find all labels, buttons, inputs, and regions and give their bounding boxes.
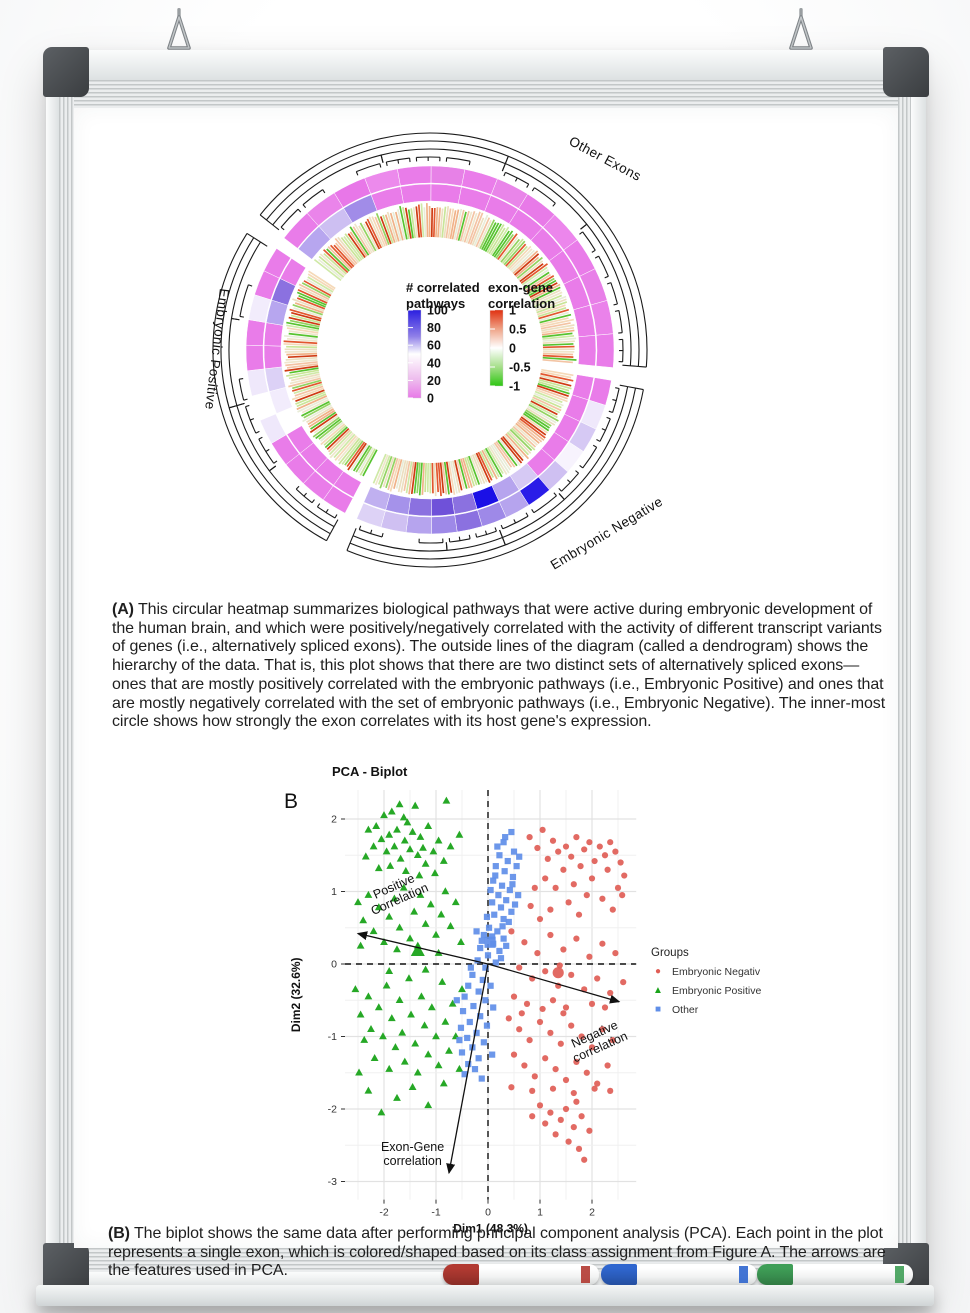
legend-item-label: Embryonic Negativ: [672, 966, 761, 978]
green-marker-cap: [757, 1264, 793, 1285]
svg-text:100: 100: [427, 304, 448, 318]
square-glyph-icon: ■: [654, 1004, 662, 1015]
svg-text:-1: -1: [509, 380, 520, 394]
circle-glyph-icon: ●: [654, 966, 662, 977]
pca-biplot: -2 -1 0 1 2 2 1 0 -1 -2 -3 Dim1 (48.3%) Dim2 (32.6%)…: [289, 764, 637, 1236]
hanger-wire-highlight: [790, 16, 812, 49]
svg-text:pathways: pathways: [406, 296, 465, 311]
hanger-wire: [789, 15, 813, 50]
hanger-wire: [167, 15, 191, 50]
frame-top: [46, 50, 926, 80]
svg-text:# correlated: # correlated: [406, 280, 480, 295]
caption-b: (B) The biplot shows the same data after…: [108, 1225, 892, 1281]
svg-text:0.5: 0.5: [509, 323, 526, 337]
frame-right: [911, 50, 926, 1290]
svg-text:-1: -1: [328, 1031, 337, 1043]
legend-title: Groups: [651, 947, 689, 959]
arrow-label: Exon-Gene correlation: [381, 1140, 444, 1168]
caption-b-label: (B): [108, 1225, 130, 1242]
series-embryonic-negativ: [505, 826, 628, 1163]
blue-marker: [601, 1264, 757, 1285]
svg-text:1: 1: [509, 304, 516, 318]
legend-item-embryonic-negativ: ● Embryonic Negativ: [651, 966, 801, 978]
legend-item-embryonic-positive: ▲ Embryonic Positive: [651, 985, 801, 997]
caption-a-text: This circular heatmap summarizes biologi…: [112, 601, 886, 731]
arrow-label: Negativecorrelation: [565, 1016, 630, 1065]
svg-text:1: 1: [537, 1207, 543, 1219]
frame-right-ridges: [898, 50, 913, 1290]
caption-a: (A) This circular heatmap summarizes bio…: [112, 601, 890, 732]
heatmap-rings: [245, 165, 615, 535]
svg-text:correlation: correlation: [488, 296, 555, 311]
svg-text:exon-gene: exon-gene: [488, 280, 553, 295]
svg-text:0: 0: [427, 392, 434, 406]
frame-left-ridges: [59, 50, 74, 1290]
sector-label: Embryonic Negative: [548, 494, 665, 573]
red-marker: [443, 1264, 599, 1285]
svg-text:-2: -2: [328, 1104, 337, 1116]
svg-text:60: 60: [427, 339, 441, 353]
svg-text:0: 0: [509, 342, 516, 356]
corner-cap-top-left: [43, 47, 89, 97]
green-marker: [757, 1264, 913, 1285]
green-marker-band: [895, 1266, 904, 1283]
blue-marker-band: [739, 1266, 748, 1283]
exon-gene-stripe-ring: [283, 203, 577, 497]
x-axis-label: Dim1 (48.3%): [453, 1222, 528, 1236]
legend-item-other: ■ Other: [651, 1004, 801, 1016]
series-other: [453, 828, 523, 1082]
sector-label: Other Exons: [567, 133, 644, 184]
whiteboard: Other Exons Embryonic Negative Embryonic P…: [43, 47, 929, 1293]
sector-label: Embryonic Positive: [202, 288, 232, 411]
corner-cap-bottom-left: [43, 1243, 89, 1293]
marker-row: [0, 1264, 970, 1288]
svg-text:1: 1: [331, 886, 337, 898]
svg-text:2: 2: [589, 1207, 595, 1219]
svg-text:-3: -3: [328, 1176, 337, 1188]
svg-text:-1: -1: [431, 1207, 440, 1219]
svg-text:0: 0: [485, 1207, 491, 1219]
svg-text:-2: -2: [379, 1207, 388, 1219]
red-marker-band: [581, 1266, 590, 1283]
legend-item-label: Other: [672, 1004, 699, 1016]
caption-a-label: (A): [112, 601, 134, 618]
blue-marker-cap: [601, 1264, 637, 1285]
y-axis-label: Dim2 (32.6%): [289, 957, 303, 1032]
legend-item-label: Embryonic Positive: [672, 985, 762, 997]
svg-text:2: 2: [331, 814, 337, 826]
svg-text:20: 20: [427, 374, 441, 388]
corner-cap-top-right: [883, 47, 929, 97]
frame-left: [46, 50, 59, 1290]
caption-b-text: The biplot shows the same data after per…: [108, 1225, 886, 1280]
circular-heatmap: Other Exons Embryonic Negative Embryonic P…: [202, 132, 665, 573]
svg-text:80: 80: [427, 321, 441, 335]
frame-top-ridges: [46, 80, 926, 108]
biplot-legend: Groups ● Embryonic Negativ ▲ Embryonic Posi…: [651, 947, 801, 1023]
svg-text:40: 40: [427, 356, 441, 370]
marker-tray: [36, 1285, 934, 1306]
svg-text:-0.5: -0.5: [509, 361, 531, 375]
hanger-hook-right: [789, 8, 813, 50]
whiteboard-surface: Other Exons Embryonic Negative Embryonic P…: [74, 108, 898, 1279]
series-embryonic-positive: [351, 796, 466, 1116]
plot-title: PCA - Biplot: [332, 764, 408, 779]
svg-text:0: 0: [331, 959, 337, 971]
dendrogram: [212, 132, 648, 568]
panel-b-letter: B: [284, 790, 299, 813]
hanger-wire-highlight: [168, 16, 190, 49]
axes: -2 -1 0 1 2 2 1 0 -1 -2 -3: [328, 814, 595, 1219]
red-marker-cap: [443, 1264, 479, 1285]
hanger-hook-left: [167, 8, 191, 50]
triangle-glyph-icon: ▲: [653, 985, 663, 996]
